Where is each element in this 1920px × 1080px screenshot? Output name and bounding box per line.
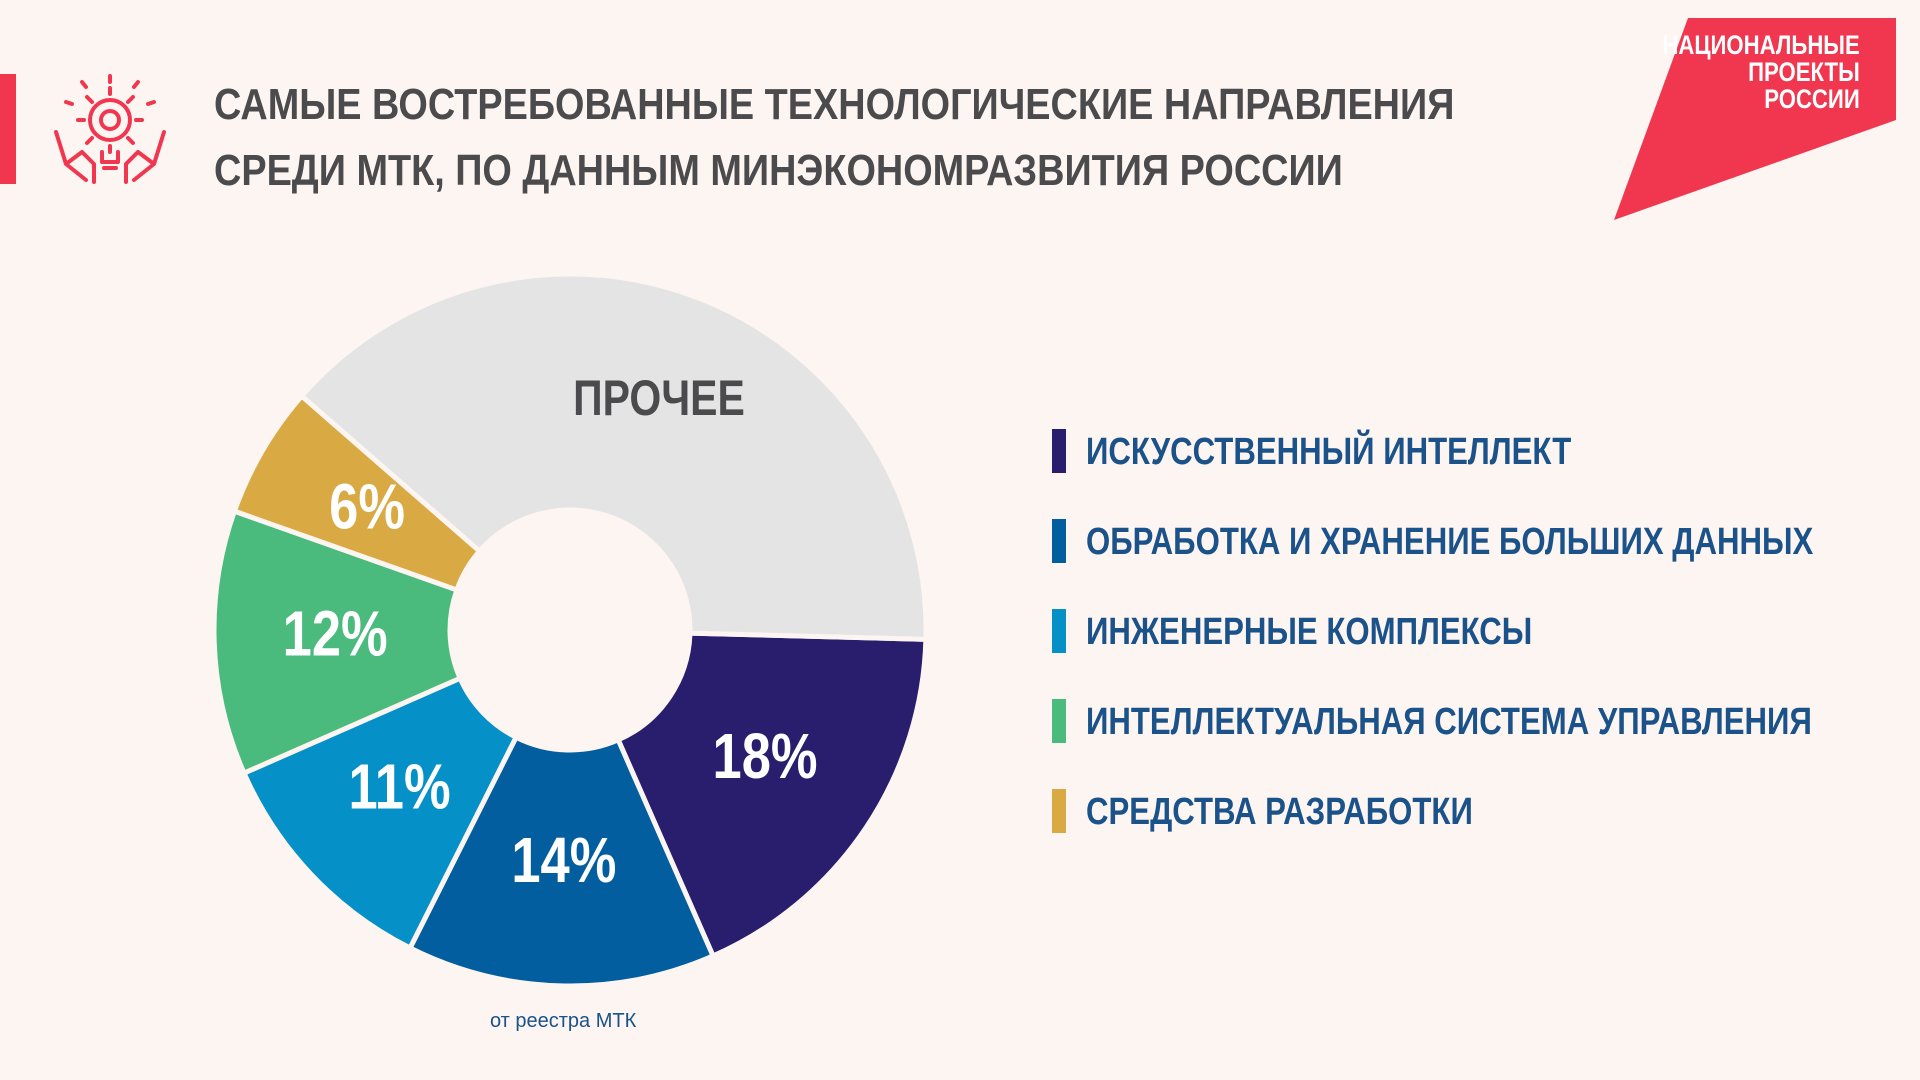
legend-swatch <box>1052 609 1066 653</box>
page-title-line-1: САМЫЕ ВОСТРЕБОВАННЫЕ ТЕХНОЛОГИЧЕСКИЕ НАП… <box>214 80 1455 129</box>
national-projects-logo: НАЦИОНАЛЬНЫЕ ПРОЕКТЫ РОССИИ <box>1600 18 1896 224</box>
slice-label-5: ПРОЧЕЕ <box>573 370 745 426</box>
legend-swatch <box>1052 789 1066 833</box>
legend-swatch <box>1052 429 1066 473</box>
page-title-line-2: СРЕДИ МТК, ПО ДАННЫМ МИНЭКОНОМРАЗВИТИЯ Р… <box>214 146 1343 195</box>
slice-label-3: 12% <box>283 599 388 670</box>
donut-chart: 18% 14% 11% 12% 6% ПРОЧЕЕ <box>211 271 929 989</box>
slice-label-0: 18% <box>713 721 818 792</box>
slice-label-4: 6% <box>329 471 405 542</box>
pie-slice-3 <box>211 507 464 777</box>
logo-line-1: НАЦИОНАЛЬНЫЕ <box>1662 30 1860 60</box>
logo-shape <box>1614 18 1896 220</box>
slice-label-2: 11% <box>348 752 450 823</box>
legend-label: СРЕДСТВА РАЗРАБОТКИ <box>1086 791 1473 833</box>
legend-label: ИСКУССТВЕННЫЙ ИНТЕЛЛЕКТ <box>1086 431 1572 473</box>
logo-line-2: ПРОЕКТЫ <box>1748 57 1860 87</box>
hands-gear-lightbulb-icon <box>54 74 166 184</box>
logo-line-3: РОССИИ <box>1764 84 1860 114</box>
page-title: САМЫЕ ВОСТРЕБОВАННЫЕ ТЕХНОЛОГИЧЕСКИЕ НАП… <box>214 72 1455 204</box>
slice-label-1: 14% <box>511 825 616 896</box>
legend-swatch <box>1052 519 1066 563</box>
side-accent-bar <box>0 74 16 184</box>
footnote: от реестра МТК <box>490 1010 637 1032</box>
legend-swatch <box>1052 699 1066 743</box>
legend-label: ИНЖЕНЕРНЫЕ КОМПЛЕКСЫ <box>1086 611 1533 653</box>
legend-label: ИНТЕЛЛЕКТУАЛЬНАЯ СИСТЕМА УПРАВЛЕНИЯ <box>1086 701 1812 743</box>
pie-slice-5 <box>298 271 929 642</box>
pie-slice-0 <box>614 630 929 960</box>
legend-label: ОБРАБОТКА И ХРАНЕНИЕ БОЛЬШИХ ДАННЫХ <box>1086 521 1814 563</box>
